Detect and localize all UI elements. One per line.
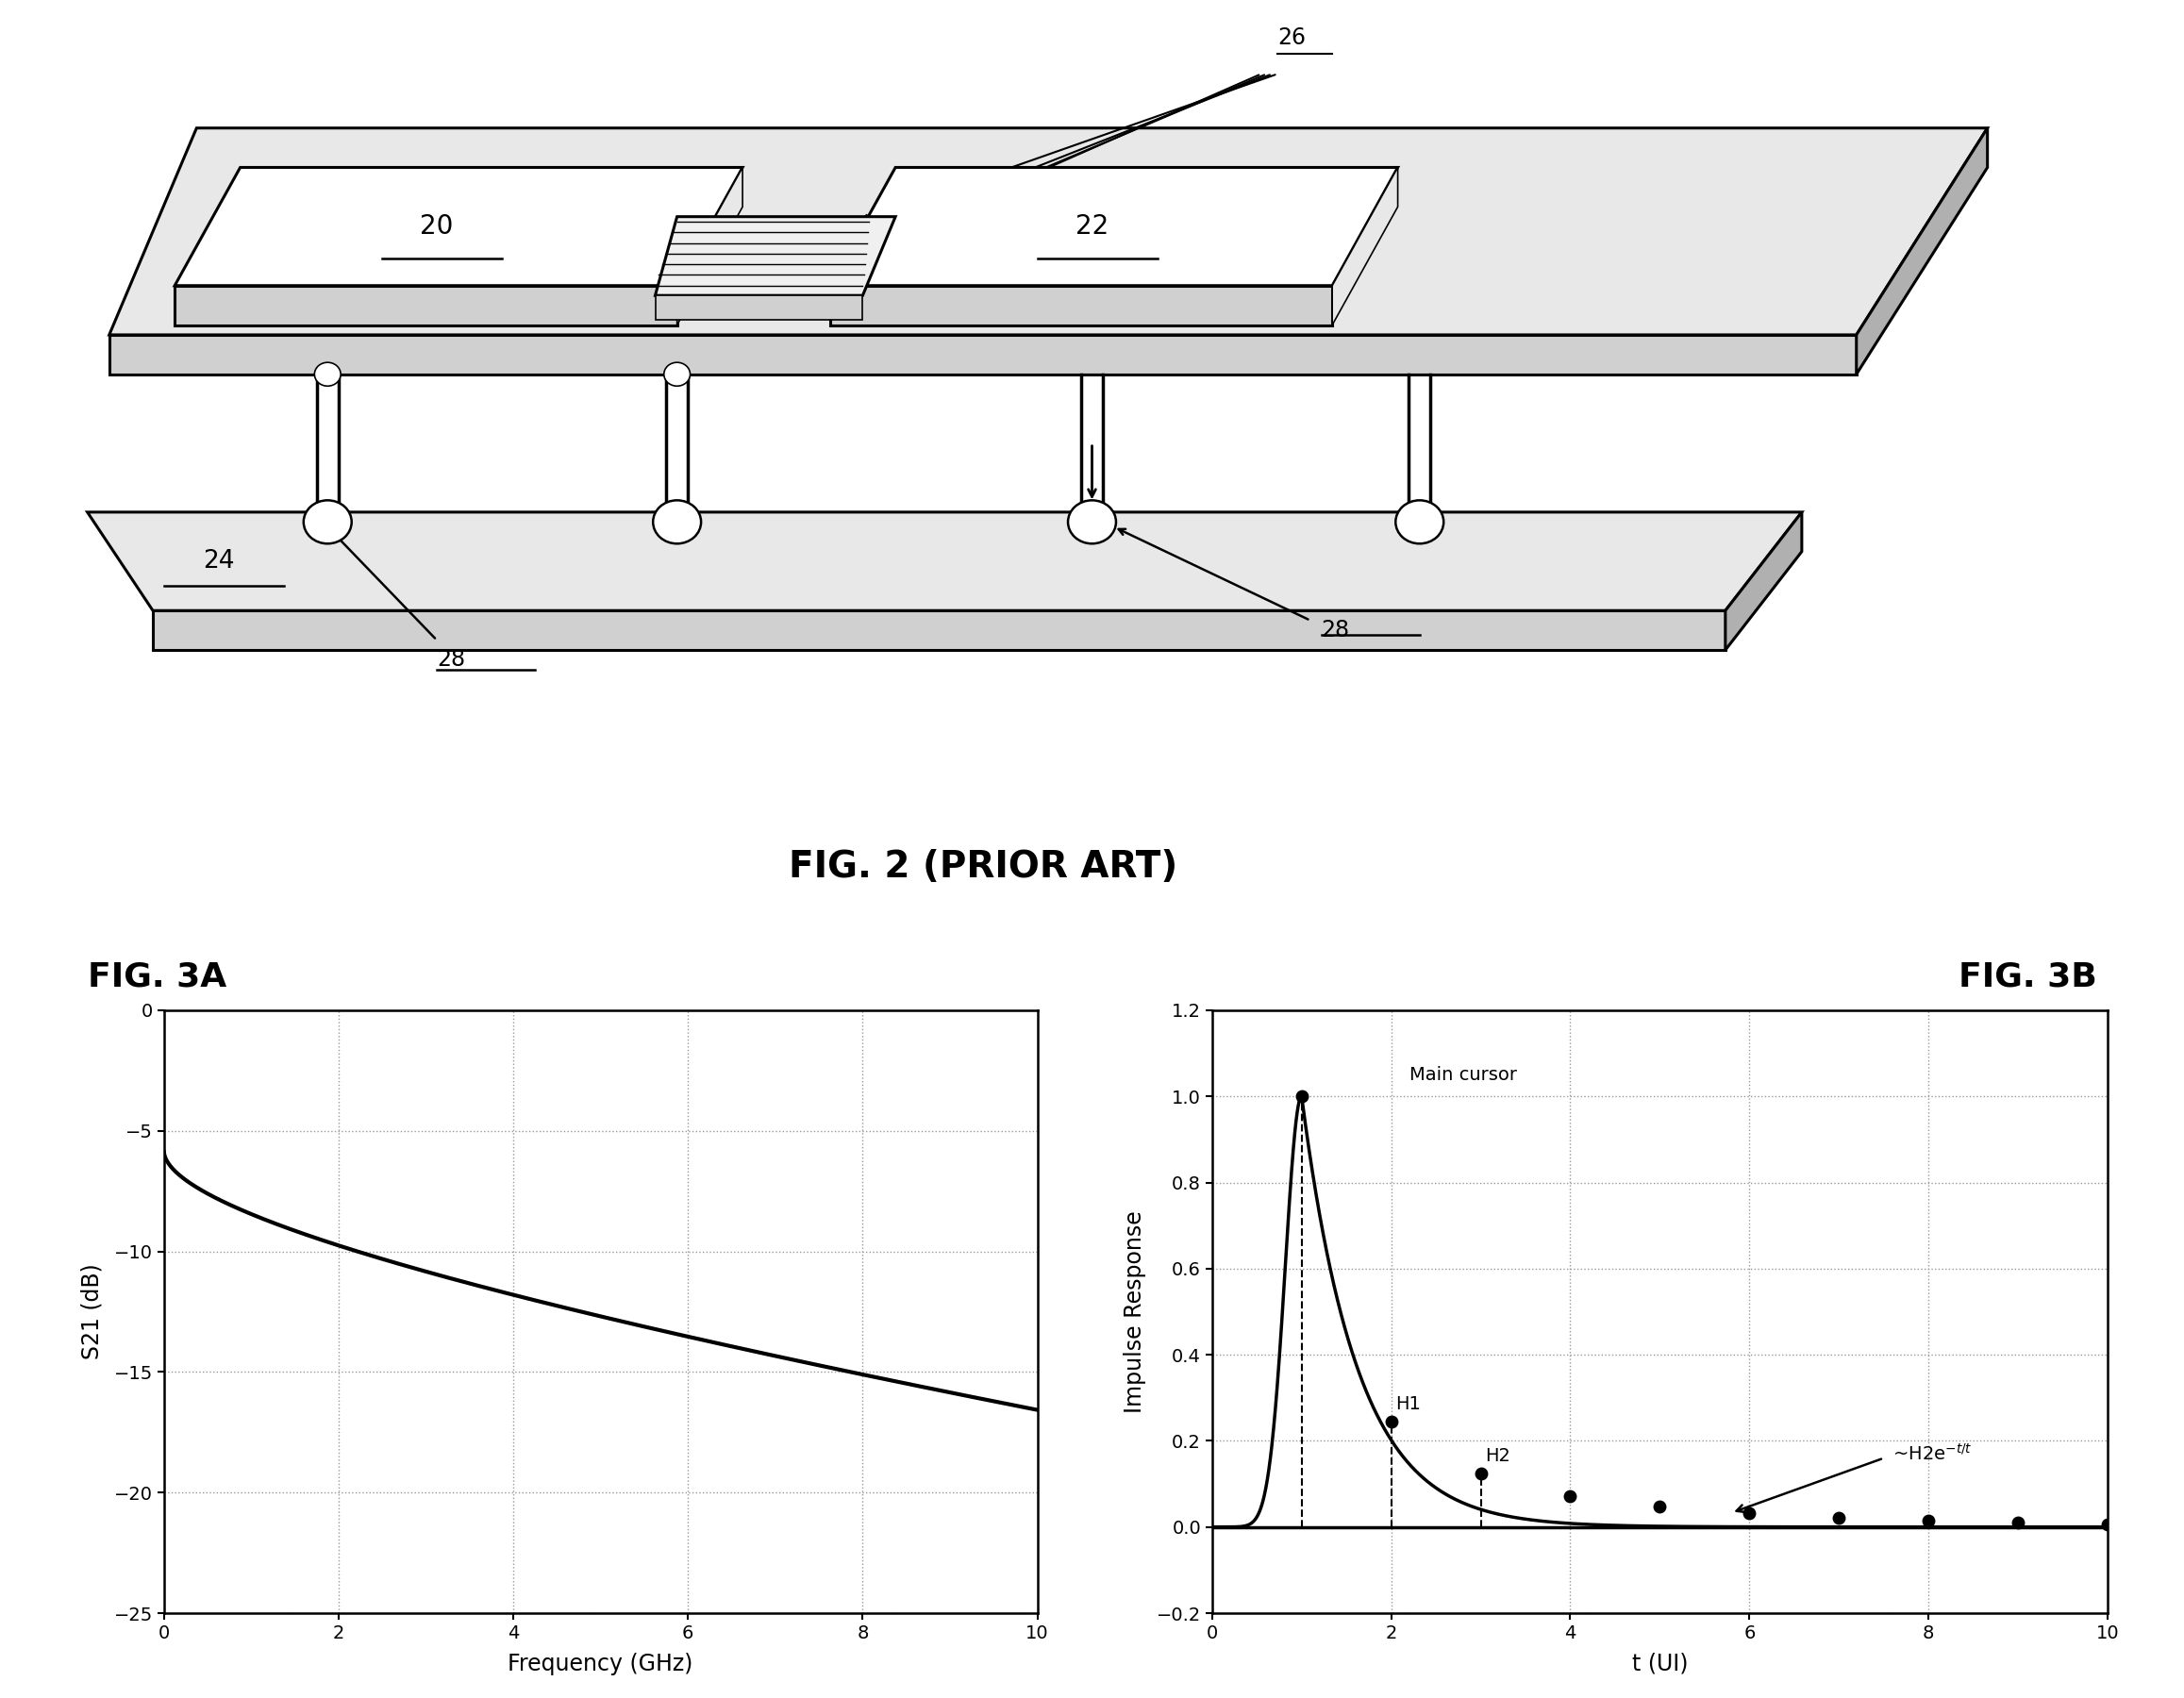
Text: 22: 22 <box>1075 214 1109 239</box>
Polygon shape <box>830 285 1332 324</box>
Text: FIG. 3B: FIG. 3B <box>1959 961 2097 993</box>
Text: 26: 26 <box>1278 27 1306 49</box>
Circle shape <box>1396 501 1444 543</box>
Circle shape <box>664 362 690 385</box>
Text: Main cursor: Main cursor <box>1409 1066 1516 1083</box>
Polygon shape <box>175 168 743 285</box>
Text: H2: H2 <box>1485 1447 1511 1465</box>
Circle shape <box>304 501 352 543</box>
Polygon shape <box>153 611 1725 650</box>
Polygon shape <box>1332 168 1398 324</box>
X-axis label: Frequency (GHz): Frequency (GHz) <box>509 1652 692 1676</box>
Text: ~H2e$^{-t/t}$: ~H2e$^{-t/t}$ <box>1894 1443 1972 1464</box>
Circle shape <box>314 362 341 385</box>
Text: 24: 24 <box>203 548 234 574</box>
Y-axis label: S21 (dB): S21 (dB) <box>81 1263 103 1360</box>
Text: FIG. 3A: FIG. 3A <box>87 961 227 993</box>
Polygon shape <box>175 285 677 324</box>
Polygon shape <box>677 168 743 324</box>
Text: 20: 20 <box>419 214 454 239</box>
Y-axis label: Impulse Response: Impulse Response <box>1123 1211 1147 1413</box>
Text: 28: 28 <box>437 649 465 671</box>
Polygon shape <box>655 217 895 295</box>
Polygon shape <box>1725 513 1802 650</box>
Polygon shape <box>87 513 1802 611</box>
Polygon shape <box>109 335 1856 374</box>
Polygon shape <box>109 127 1987 335</box>
Text: 28: 28 <box>1321 620 1350 642</box>
Polygon shape <box>1856 127 1987 374</box>
Text: FIG. 2 (PRIOR ART): FIG. 2 (PRIOR ART) <box>788 849 1177 885</box>
Circle shape <box>653 501 701 543</box>
Text: H1: H1 <box>1396 1396 1422 1413</box>
Circle shape <box>1068 501 1116 543</box>
Polygon shape <box>830 168 1398 285</box>
X-axis label: t (UI): t (UI) <box>1631 1652 1688 1676</box>
Polygon shape <box>655 295 863 321</box>
